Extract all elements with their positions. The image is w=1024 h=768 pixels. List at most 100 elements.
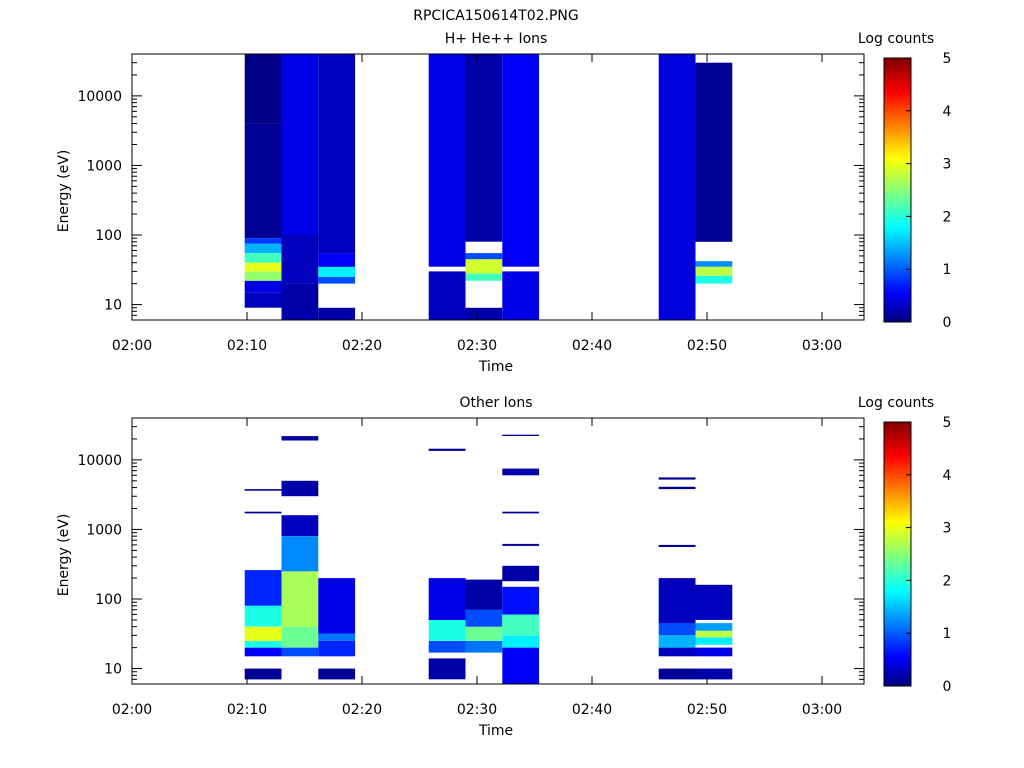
spectrogram-bin: [281, 54, 319, 235]
spectrogram-bin: [318, 578, 356, 634]
spectrogram-bin: [502, 647, 540, 684]
colorbar-tick-label: 5: [943, 415, 952, 431]
colorbar-tick-label: 0: [943, 679, 952, 695]
spectrogram-bin: [244, 262, 282, 272]
spectrogram-bin: [695, 584, 733, 620]
spectrogram-bin: [465, 609, 503, 627]
x-tick-label: 02:20: [342, 702, 382, 718]
colorbar: [883, 421, 912, 687]
spectrogram-bin: [244, 123, 282, 239]
spectrogram-bin: [658, 578, 696, 624]
spectrogram-bin: [502, 511, 540, 514]
x-tick-label: 02:20: [342, 338, 382, 354]
spectrogram-bin: [695, 261, 733, 267]
y-tick-label: 1000: [86, 158, 122, 174]
x-tick-label: 03:00: [802, 338, 842, 354]
colorbar-tick-label: 5: [943, 51, 952, 67]
x-tick-label: 02:50: [687, 338, 727, 354]
spectrogram-bin: [428, 658, 466, 680]
spectrogram-bin: [465, 579, 503, 610]
spectrogram-bin: [244, 489, 282, 491]
spectrogram-bin: [244, 570, 282, 606]
spectrogram-bin: [465, 253, 503, 260]
y-tick-label: 100: [95, 228, 122, 244]
spectrogram-bin: [428, 54, 466, 267]
spectrogram-bin: [502, 271, 540, 320]
spectrogram-bin: [244, 280, 282, 293]
spectrogram-bin: [658, 623, 696, 636]
spectrogram-bin: [281, 515, 319, 537]
spectrogram-bin: [281, 283, 319, 320]
colorbar-tick-label: 4: [943, 468, 952, 484]
axes: 02:00 02:10 02:20 02:30 02:40 02:50 03:00 10 100…: [77, 417, 864, 718]
x-axis-label: Time: [478, 359, 513, 375]
panel-title: H+ He++ Ions: [445, 31, 548, 47]
spectrogram-bin: [281, 626, 319, 648]
spectrogram-bin: [465, 259, 503, 274]
spectrogram-bin: [244, 253, 282, 263]
colorbar-tick-label: 1: [943, 626, 952, 642]
spectrogram-bin: [428, 578, 466, 620]
spectrogram-bin: [502, 635, 540, 648]
spectrogram-bin: [244, 243, 282, 254]
spectrogram-bin: [244, 511, 282, 514]
spectrogram-bin: [465, 640, 503, 653]
colorbar-tick-label: 2: [943, 209, 952, 225]
spectrogram-bin: [244, 292, 282, 308]
x-tick-label: 02:30: [457, 702, 497, 718]
panel-h-ions: H+ He++ Ions Log counts 02:00 02:10 02:20 0…: [56, 31, 952, 375]
plot-frame: [131, 53, 865, 321]
spectrogram-bin: [281, 536, 319, 572]
spectrogram-bin: [281, 571, 319, 627]
colorbar-tick-label: 2: [943, 573, 952, 589]
spectrogram-bin: [695, 668, 733, 680]
spectrogram-bins: [244, 434, 733, 684]
spectrogram-bin: [318, 640, 356, 657]
spectrogram-bin: [695, 623, 733, 631]
y-axis-label: Energy (eV): [56, 514, 72, 597]
spectrogram-bin: [318, 266, 356, 277]
spectrogram-bin: [465, 307, 503, 320]
colorbar-label: Log counts: [858, 395, 934, 411]
spectrogram-bin: [465, 273, 503, 281]
x-tick-label: 02:10: [227, 702, 267, 718]
spectrogram-bin: [318, 253, 356, 267]
y-tick-label: 100: [95, 592, 122, 608]
spectrogram-bin: [502, 586, 540, 615]
spectrogram-bin: [658, 668, 696, 680]
x-tick-label: 02:00: [112, 702, 152, 718]
spectrogram-bin: [244, 626, 282, 641]
y-axis-label: Energy (eV): [56, 150, 72, 233]
spectrogram-bin: [281, 480, 319, 497]
x-tick-label: 02:00: [112, 338, 152, 354]
x-tick-label: 02:30: [457, 338, 497, 354]
colorbar-ticks: 0 1 2 3 4 5: [906, 415, 952, 695]
colorbar-tick-label: 1: [943, 262, 952, 278]
x-axis-label: Time: [478, 723, 513, 739]
spectrogram-bin: [658, 635, 696, 648]
colorbar-tick-label: 0: [943, 315, 952, 331]
axes: 02:00 02:10 02:20 02:30 02:40 02:50 03:00 10 100…: [77, 53, 864, 354]
colorbar: [883, 57, 912, 323]
spectrogram-bin: [695, 630, 733, 638]
colorbar-tick-label: 3: [943, 157, 952, 173]
x-tick-label: 02:40: [572, 338, 612, 354]
panel-title: Other Ions: [459, 395, 532, 411]
spectrogram-bin: [244, 647, 282, 657]
colorbar-tick-label: 3: [943, 521, 952, 537]
figure-title: RPCICA150614T02.PNG: [413, 8, 578, 24]
spectrogram-bin: [244, 271, 282, 281]
spectrogram-bin: [695, 647, 733, 657]
spectrogram-bin: [502, 543, 540, 546]
panel-other-ions: Other Ions Log counts 02:00 02:10 02:20 02:…: [56, 395, 952, 739]
spectrogram-bin: [502, 614, 540, 636]
spectrogram-bin: [318, 307, 356, 320]
spectrogram-bin: [658, 544, 696, 547]
spectrogram-bin: [318, 276, 356, 284]
x-tick-label: 02:50: [687, 702, 727, 718]
spectrogram-bin: [281, 647, 319, 657]
y-tick-label: 10: [104, 298, 122, 314]
colorbar-label: Log counts: [858, 31, 934, 47]
x-tick-label: 02:10: [227, 338, 267, 354]
